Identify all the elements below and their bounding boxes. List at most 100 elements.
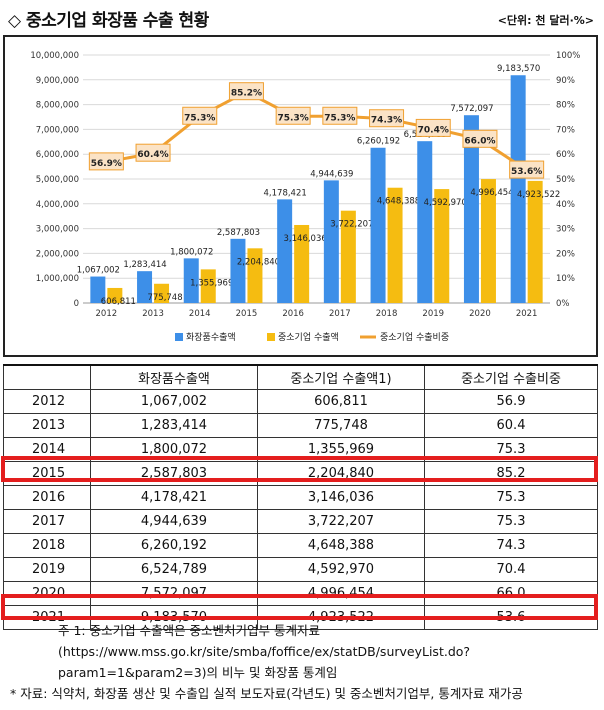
bar-cosmetics-export: [183, 258, 199, 303]
share-label: 70.4%: [418, 125, 449, 135]
y-left-tick-label: 3,000,000: [36, 225, 79, 235]
table-cell: 1,283,414: [90, 413, 258, 438]
table-row: 2018 6,260,192 4,648,388 74.3: [3, 533, 598, 558]
x-tick-label: 2018: [376, 309, 398, 319]
table-row: 2019 6,524,789 4,592,970 70.4: [3, 557, 598, 582]
x-tick-label: 2017: [329, 309, 351, 319]
data-label-sme: 3,146,036: [284, 234, 327, 244]
y-left-tick-label: 1,000,000: [36, 274, 79, 284]
table-cell: 2,204,840: [257, 461, 425, 486]
y-right-tick-label: 100%: [556, 51, 580, 61]
table-row: 2020 7,572,097 4,996,454 66.0: [3, 581, 598, 606]
table-cell: 75.3: [424, 485, 598, 510]
table-header-cell: 중소기업 수출비중: [424, 364, 598, 390]
table-cell: 775,748: [257, 413, 425, 438]
table-cell: 4,592,970: [257, 557, 425, 582]
data-table-wrap: 화장품수출액 중소기업 수출액1) 중소기업 수출비중 2012 1,067,00…: [1, 364, 598, 630]
data-label-sme: 1,355,969: [190, 278, 233, 288]
bar-sme-export: [434, 189, 450, 303]
footnote-1: 주 1: 중소기업 수출액은 중소벤처기업부 통계자료(https://www.…: [58, 623, 471, 680]
bar-sme-export: [480, 179, 496, 303]
table-row: 2017 4,944,639 3,722,207 75.3: [3, 509, 598, 534]
table-cell: 70.4: [424, 557, 598, 582]
data-label-cosmetics: 4,178,421: [264, 188, 307, 198]
x-tick-label: 2014: [189, 309, 211, 319]
x-tick-label: 2012: [96, 309, 118, 319]
share-label: 66.0%: [464, 136, 495, 146]
table-cell-year: 2019: [3, 557, 91, 582]
share-label-box: [135, 143, 171, 162]
legend-swatch-sme: [267, 333, 275, 341]
data-label-cosmetics: 1,283,414: [123, 260, 166, 270]
table-cell: 74.3: [424, 533, 598, 558]
bar-cosmetics-export: [323, 180, 339, 303]
bar-sme-export: [200, 269, 216, 303]
table-cell: 56.9: [424, 389, 598, 414]
bar-cosmetics-export: [137, 271, 153, 303]
bar-cosmetics-export: [90, 276, 106, 303]
share-label-box: [509, 160, 545, 179]
table-cell: 66.0: [424, 581, 598, 606]
share-label-box: [275, 106, 311, 125]
data-label-cosmetics: 7,572,097: [450, 104, 493, 114]
share-label: 85.2%: [231, 89, 262, 99]
table-row: 2012 1,067,002 606,811 56.9: [3, 389, 598, 414]
y-left-tick-label: 4,000,000: [36, 200, 79, 210]
data-label-cosmetics: 9,183,570: [497, 64, 540, 74]
table-header-cell: 중소기업 수출액1): [257, 364, 425, 390]
table-cell: 85.2: [424, 461, 598, 486]
table-cell-year: 2017: [3, 509, 91, 534]
y-left-tick-label: 0: [74, 299, 79, 309]
table-header-cell: 화장품수출액: [90, 364, 258, 390]
legend-label: 중소기업 수출비중: [380, 332, 449, 343]
bar-sme-export: [340, 210, 356, 303]
x-tick-label: 2021: [516, 309, 538, 319]
bar-sme-export: [154, 283, 170, 303]
table-cell: 6,260,192: [90, 533, 258, 558]
header: ◇ 중소기업 화장품 수출 현황 <단위: 천 달러·%>: [8, 4, 598, 34]
data-label-sme: 775,748: [147, 293, 182, 303]
table-cell-year: 2014: [3, 437, 91, 462]
chart-panel: 0 1,000,000 2,000,000 3,000,000 4,000,000 5,0…: [3, 35, 598, 357]
data-label-sme: 606,811: [101, 297, 136, 307]
table-cell: 6,524,789: [90, 557, 258, 582]
y-right-tick-label: 50%: [556, 175, 575, 185]
data-label-sme: 4,996,454: [470, 188, 513, 198]
table-cell: 606,811: [257, 389, 425, 414]
share-label: 60.4%: [137, 150, 168, 160]
data-label-sme: 4,648,388: [377, 197, 420, 207]
table-row: 2015 2,587,803 2,204,840 85.2: [3, 461, 598, 486]
bar-sme-export: [107, 287, 123, 303]
y-left-tick-label: 5,000,000: [36, 175, 79, 185]
bar-sme-export: [294, 224, 310, 303]
x-tick-label: 2020: [469, 309, 491, 319]
y-right-tick-label: 30%: [556, 225, 575, 235]
table-cell: 4,996,454: [257, 581, 425, 606]
share-label-box: [88, 152, 124, 171]
data-label-cosmetics: 6,260,192: [357, 137, 400, 147]
y-right-tick-label: 20%: [556, 249, 575, 259]
bar-sme-export: [387, 187, 403, 303]
table-cell: 75.3: [424, 509, 598, 534]
x-tick-label: 2015: [236, 309, 258, 319]
table-cell-year: 2016: [3, 485, 91, 510]
table-header-row: 화장품수출액 중소기업 수출액1) 중소기업 수출비중: [3, 364, 598, 390]
share-label: 53.6%: [511, 167, 542, 177]
legend-label: 화장품수출액: [186, 331, 236, 343]
page-title: ◇ 중소기업 화장품 수출 현황: [8, 11, 209, 31]
data-table: 화장품수출액 중소기업 수출액1) 중소기업 수출비중 2012 1,067,00…: [3, 364, 598, 630]
y-right-tick-label: 10%: [556, 274, 575, 284]
table-cell-year: 2020: [3, 581, 91, 606]
share-label-box: [228, 82, 264, 101]
y-right-tick-label: 70%: [556, 125, 575, 135]
x-tick-label: 2016: [282, 309, 304, 319]
combo-chart: 0 1,000,000 2,000,000 3,000,000 4,000,000 5,0…: [30, 51, 580, 343]
data-label-cosmetics: 2,587,803: [217, 228, 260, 238]
footnotes: 주 1: 중소기업 수출액은 중소벤처기업부 통계자료(https://www.…: [10, 620, 598, 704]
table-cell: 4,178,421: [90, 485, 258, 510]
y-left-tick-label: 6,000,000: [36, 150, 79, 160]
table-header-cell: [3, 364, 91, 390]
bar-sme-export: [527, 180, 543, 303]
table-cell: 7,572,097: [90, 581, 258, 606]
bar-cosmetics-export: [370, 147, 386, 303]
